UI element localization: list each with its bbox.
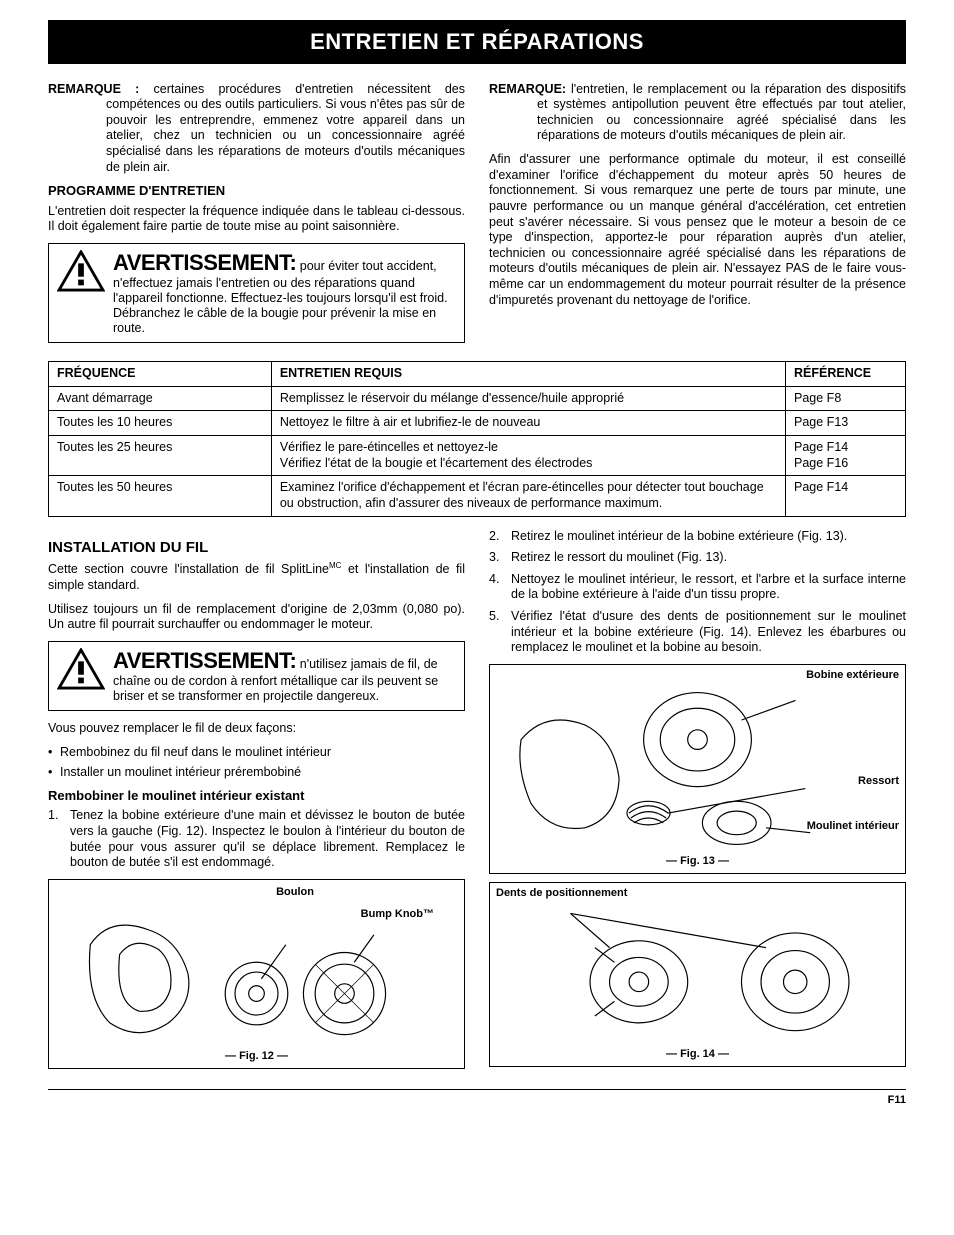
bottom-left-column: INSTALLATION DU FIL Cette section couvre… [48,529,465,1077]
table-cell: Page F13 [786,411,906,436]
remarque-left: REMARQUE : certaines procédures d'entret… [48,82,465,176]
warning-triangle-icon [57,250,105,292]
bullet-2: Installer un moulinet intérieur prérembo… [48,765,465,781]
table-cell: Vérifiez le pare-étincelles et nettoyez-… [271,436,785,476]
callout-ressort: Ressort [858,775,899,789]
table-cell: Toutes les 50 heures [49,476,272,516]
figure-14: Dents de positionnement — Fig. 14 — [489,882,906,1067]
rembobiner-heading: Rembobiner le moulinet intérieur existan… [48,788,465,804]
step-5: Vérifiez l'état d'usure des dents de pos… [489,609,906,656]
table-row: Toutes les 10 heuresNettoyez le filtre à… [49,411,906,436]
table-row: Toutes les 50 heuresExaminez l'orifice d… [49,476,906,516]
table-cell: Toutes les 25 heures [49,436,272,476]
th-reference: RÉFÉRENCE [786,362,906,387]
warning-box-1: AVERTISSEMENT: pour éviter tout accident… [48,243,465,343]
table-cell: Avant démarrage [49,386,272,411]
table-cell: Page F14Page F16 [786,436,906,476]
fig12-label: — Fig. 12 — [225,1050,288,1064]
table-cell: Examinez l'orifice d'échappement et l'éc… [271,476,785,516]
callout-bump: Bump Knob™ [361,908,434,922]
fig13-illustration [496,671,899,867]
bottom-columns: INSTALLATION DU FIL Cette section couvre… [48,529,906,1077]
warning-triangle-icon [57,648,105,690]
install-p3: Vous pouvez remplacer le fil de deux faç… [48,721,465,737]
callout-bobine: Bobine extérieure [806,669,899,683]
install-p1: Cette section couvre l'installation de f… [48,561,465,593]
top-left-column: REMARQUE : certaines procédures d'entret… [48,82,465,354]
callout-dents: Dents de positionnement [496,887,627,901]
steps-left: Tenez la bobine extérieure d'une main et… [48,808,465,871]
bullet-1: Rembobinez du fil neuf dans le moulinet … [48,745,465,761]
step-1: Tenez la bobine extérieure d'une main et… [48,808,465,871]
step-3: Retirez le ressort du moulinet (Fig. 13)… [489,550,906,566]
table-cell: Nettoyez le filtre à air et lubrifiez-le… [271,411,785,436]
warning-box-2: AVERTISSEMENT: n'utilisez jamais de fil,… [48,641,465,711]
th-entretien: ENTRETIEN REQUIS [271,362,785,387]
table-cell: Page F8 [786,386,906,411]
warning-text-1: AVERTISSEMENT: pour éviter tout accident… [113,250,456,336]
programme-heading: PROGRAMME D'ENTRETIEN [48,183,465,199]
figure-13: Bobine extérieure Ressort Moulinet intér… [489,664,906,874]
install-p2: Utilisez toujours un fil de remplacement… [48,602,465,633]
table-cell: Toutes les 10 heures [49,411,272,436]
install-bullets: Rembobinez du fil neuf dans le moulinet … [48,745,465,780]
installation-heading: INSTALLATION DU FIL [48,539,465,558]
top-right-para2: Afin d'assurer une performance optimale … [489,152,906,308]
maintenance-table: FRÉQUENCE ENTRETIEN REQUIS RÉFÉRENCE Ava… [48,361,906,516]
table-row: Toutes les 25 heuresVérifiez le pare-éti… [49,436,906,476]
remarque-right: REMARQUE: l'entretien, le remplacement o… [489,82,906,145]
callout-boulon: Boulon [276,886,314,900]
callout-moulinet: Moulinet intérieur [807,820,899,834]
table-row: Avant démarrageRemplissez le réservoir d… [49,386,906,411]
step-4: Nettoyez le moulinet intérieur, le resso… [489,572,906,603]
programme-text: L'entretien doit respecter la fréquence … [48,204,465,235]
top-right-column: REMARQUE: l'entretien, le remplacement o… [489,82,906,354]
th-frequence: FRÉQUENCE [49,362,272,387]
steps-right: Retirez le moulinet intérieur de la bobi… [489,529,906,656]
fig13-label: — Fig. 13 — [666,855,729,869]
figure-12: Boulon Bump Knob™ — Fig. 12 — [48,879,465,1069]
top-columns: REMARQUE : certaines procédures d'entret… [48,82,906,354]
bottom-right-column: Retirez le moulinet intérieur de la bobi… [489,529,906,1077]
page-number: F11 [48,1089,906,1108]
warning-text-2: AVERTISSEMENT: n'utilisez jamais de fil,… [113,648,456,704]
step-2: Retirez le moulinet intérieur de la bobi… [489,529,906,545]
table-cell: Page F14 [786,476,906,516]
table-cell: Remplissez le réservoir du mélange d'ess… [271,386,785,411]
fig14-label: — Fig. 14 — [666,1048,729,1062]
page-title: ENTRETIEN ET RÉPARATIONS [48,20,906,64]
fig14-illustration [496,889,899,1060]
table-header-row: FRÉQUENCE ENTRETIEN REQUIS RÉFÉRENCE [49,362,906,387]
